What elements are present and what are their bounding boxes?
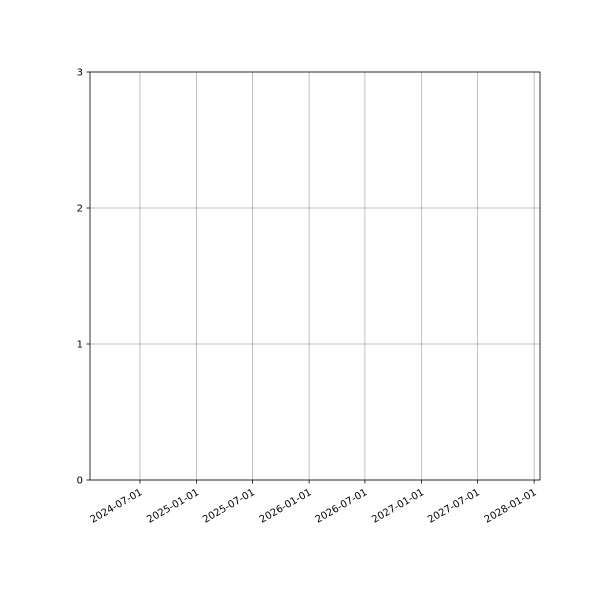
x-tick-label: 2025-01-01 [145,487,201,526]
y-tick-label: 0 [77,476,83,487]
axes-frame [89,71,541,481]
y-tick-label: 1 [77,340,83,351]
x-tick-label: 2026-07-01 [314,487,370,526]
y-tick-label: 3 [77,68,83,79]
x-tick-label: 2025-07-01 [201,487,257,526]
x-tick-label: 2024-07-01 [89,487,145,526]
x-tick-label: 2026-01-01 [258,487,314,526]
y-tick-label: 2 [77,204,83,215]
x-tick-label: 2027-07-01 [426,487,482,526]
x-tick-label: 2028-01-01 [483,487,539,526]
x-tick-label: 2027-01-01 [370,487,426,526]
